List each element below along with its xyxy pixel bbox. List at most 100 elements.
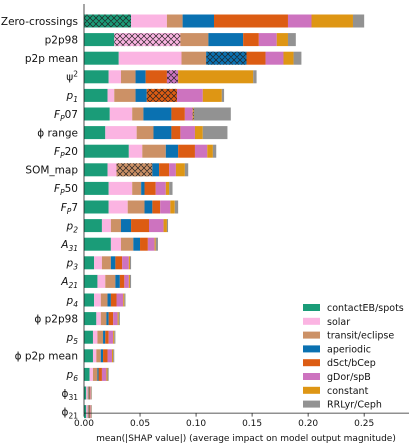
bar-segment-solar [86,386,88,400]
bar-segment-gdor-spb [113,312,118,326]
bar-segment-gdor-spb [184,107,193,121]
bar-segment-contacteb-spots [84,367,90,381]
bar-segment-constant [194,126,203,140]
legend-swatch [303,317,320,325]
x-tick-label: 0.20 [298,419,318,429]
bar-segment-contacteb-spots [84,88,108,102]
bar-segment-constant [276,33,288,47]
legend-label: gDor/spB [327,372,371,383]
y-tick-label: p2p98 [45,34,78,46]
bar-segment-aperiodic [97,367,99,381]
legend-swatch [303,331,320,339]
bar-segment-transit-eclipse [120,237,134,251]
bar-segment-rrlyr-ceph [114,330,116,344]
bar-segment-dsct-bcep [115,256,123,270]
y-tick-label: A21 [60,276,78,290]
bar-segment-transit-eclipse [180,33,209,47]
bar-segment-constant [154,237,156,251]
bar-segment-dsct-bcep [171,107,185,121]
bar-segment-constant [117,312,119,326]
bar-segment-gdor-spb [177,88,203,102]
x-tick-label: 0.05 [130,419,150,429]
bar-segment-gdor-spb [194,144,208,158]
bar-segment-gdor-spb [108,330,114,344]
bar-segment-aperiodic [208,33,244,47]
y-tick-label: Zero-crossings [1,16,78,28]
bar-segment-rrlyr-ceph [221,88,225,102]
y-tick-label: p3 [66,258,79,272]
y-tick-label: p2p mean [25,53,78,65]
bar-segment-transit-eclipse [110,219,121,233]
bar-segment-rrlyr-ceph [193,107,231,121]
bar-segment-transit-eclipse [114,88,136,102]
bar-segment-constant [311,14,353,28]
bar-segment-solar [107,88,115,102]
bar-segment-transit-eclipse [92,367,98,381]
bar-segment-transit-eclipse [136,126,154,140]
bar-segment-rrlyr-ceph [184,163,189,177]
bar-segment-dsct-bcep [110,293,117,307]
bar-segment-contacteb-spots [84,33,115,47]
bar-segment-dsct-bcep [105,330,109,344]
bar-segment-dsct-bcep [89,386,91,400]
y-tick-label: ϕ range [37,127,78,139]
bar-segment-dsct-bcep [98,367,102,381]
bar-segment-contacteb-spots [84,181,109,195]
bar-segment-transit-eclipse [100,312,107,326]
bar-segment-solar [94,256,102,270]
legend-label: aperiodic [327,344,371,355]
bar-segment-gdor-spb [265,51,284,65]
bar-segment-constant [113,330,115,344]
bar-segment-solar [97,274,106,288]
legend-label: transit/eclipse [327,331,394,342]
bar-segment-contacteb-spots [84,386,87,400]
legend-swatch [303,359,320,367]
bar-segment-constant [170,200,175,214]
bar-segment-gdor-spb [116,293,124,307]
bar-segment-hatch [114,33,181,47]
bar-segment-constant [178,70,254,84]
bar-segment-constant [90,405,92,419]
bar-segment-transit-eclipse [120,70,136,84]
bar-segment-solar [105,126,137,140]
bar-segment-hatch [84,14,132,28]
bar-segment-transit-eclipse [105,274,116,288]
bar-segment-rrlyr-ceph [107,367,109,381]
bar-segment-rrlyr-ceph [293,51,302,65]
bar-segment-gdor-spb [149,219,164,233]
bar-segment-hatch [192,107,194,121]
y-tick-label: ψ2 [66,70,78,84]
bar-segment-solar [108,200,128,214]
bar-segment-contacteb-spots [84,293,95,307]
bar-segment-transit-eclipse [96,349,101,363]
y-tick-label: p4 [66,295,79,309]
bar-segment-solar [92,349,97,363]
legend-label: RRLyr/Ceph [327,400,382,411]
bar-segment-transit-eclipse [97,330,104,344]
y-tick-label: ϕ p2p98 [34,313,78,325]
bar-segment-solar [109,107,133,121]
bar-segment-dsct-bcep [171,126,181,140]
bar-segment-hatch [166,70,179,84]
bar-segment-constant [283,51,294,65]
bar-segment-dsct-bcep [140,237,148,251]
bar-segment-gdor-spb [180,126,195,140]
bar-segment-dsct-bcep [246,51,266,65]
y-tick-label: SOM_map [25,165,78,177]
bar-segment-solar [101,219,111,233]
bar-segment-rrlyr-ceph [129,274,132,288]
bar-segment-rrlyr-ceph [212,144,217,158]
x-tick-label: 0.10 [186,419,206,429]
bar-segment-solar [108,181,133,195]
bar-segment-solar [107,163,117,177]
y-tick-label: p1 [66,90,78,104]
bar-segment-contacteb-spots [84,107,110,121]
bar-segment-constant [123,293,125,307]
bar-segment-solar [118,51,182,65]
y-tick-label: FP20 [54,146,78,160]
bar-segment-hatch [116,163,153,177]
bar-segment-solar [86,405,88,419]
bar-segment-contacteb-spots [84,349,93,363]
bar-segment-gdor-spb [101,367,107,381]
